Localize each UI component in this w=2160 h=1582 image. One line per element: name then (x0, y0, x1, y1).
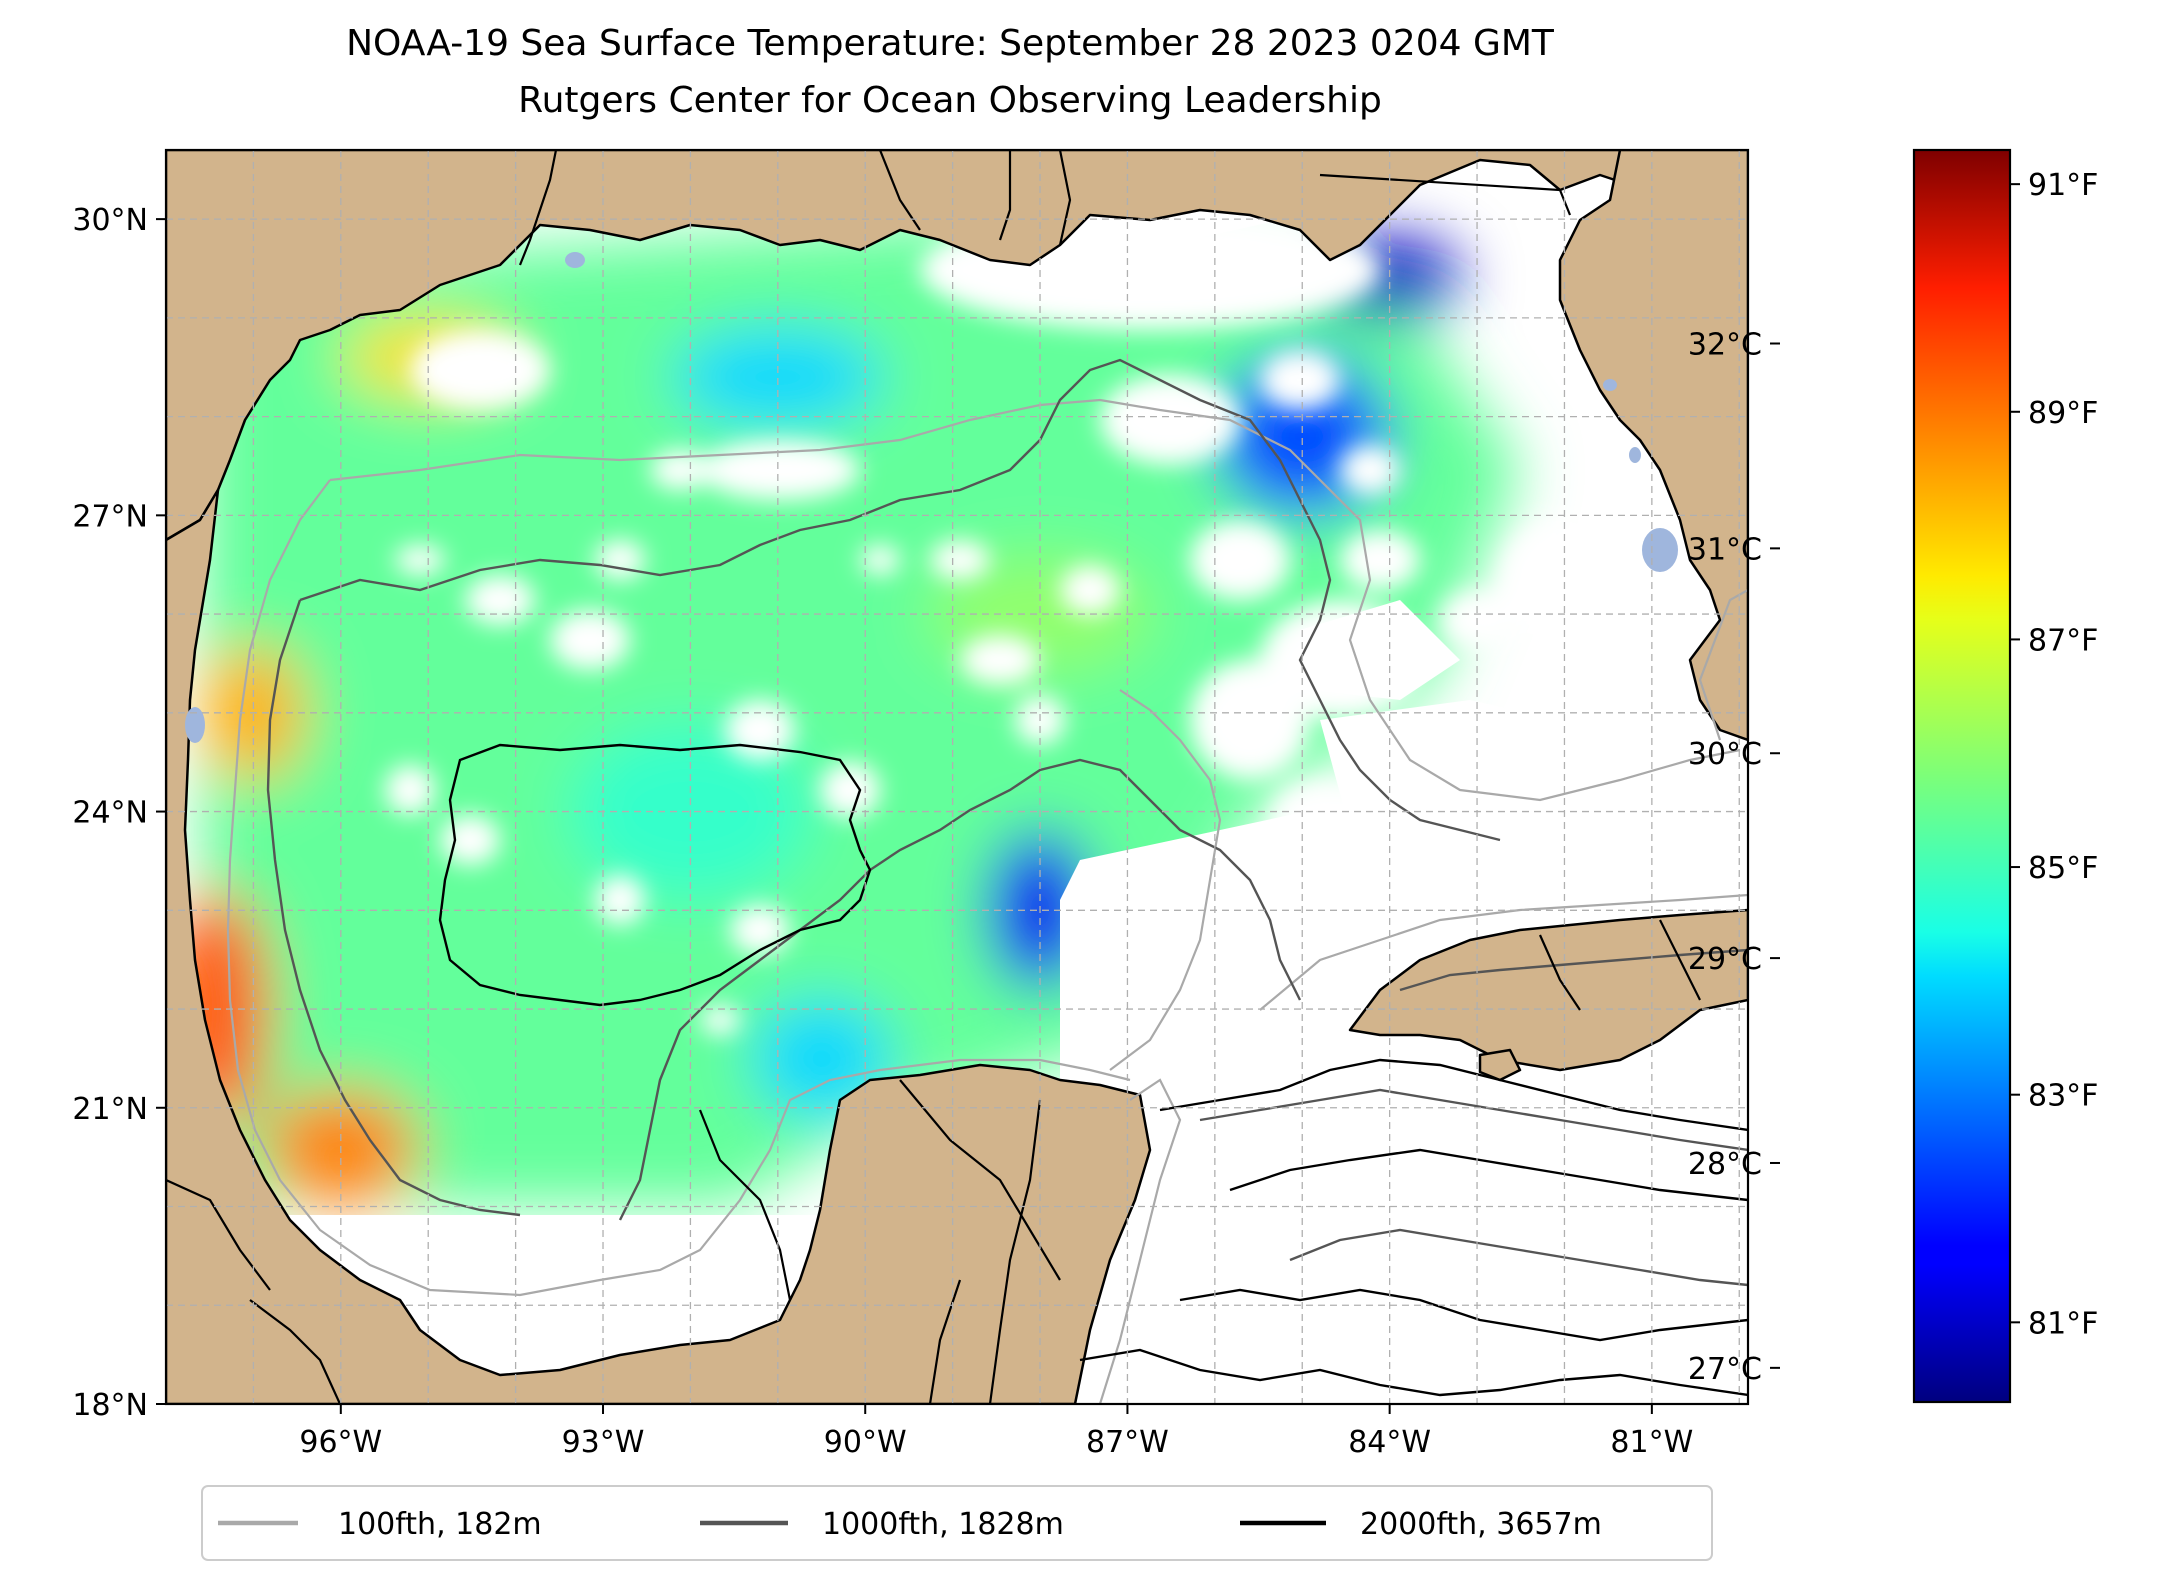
f-tick-label: 83°F (2028, 1079, 2098, 1114)
map-frame (164, 148, 1750, 1406)
c-tick-label: 29°C (1688, 942, 1762, 977)
lon-tick-label: 84°W (1348, 1425, 1431, 1460)
f-tick-label: 85°F (2028, 851, 2098, 886)
land-cuba (1348, 908, 1748, 1072)
lat-tick-label: 18°N (72, 1388, 148, 1423)
lat-tick-label: 21°N (72, 1092, 148, 1127)
c-tick-label: 27°C (1688, 1352, 1762, 1387)
land-us-north (166, 150, 1748, 542)
map-subtitle: Rutgers Center for Ocean Observing Leade… (518, 80, 1382, 121)
lat-tick-label: 27°N (72, 499, 148, 534)
f-tick-label: 91°F (2028, 168, 2098, 203)
graticule (166, 150, 1748, 1404)
map-panel (166, 150, 1748, 1404)
land-texas-mexico-west (166, 488, 1152, 1404)
map-title: NOAA-19 Sea Surface Temperature: Septemb… (346, 23, 1555, 64)
lat-tick-label: 24°N (72, 796, 148, 831)
f-tick-label: 89°F (2028, 396, 2098, 431)
lon-tick-label: 90°W (824, 1425, 907, 1460)
sst-base (200, 219, 1521, 1207)
c-tick-label: 28°C (1688, 1147, 1762, 1182)
legend-label-2000fth: 2000fth, 3657m (1360, 1507, 1602, 1542)
c-tick-label: 32°C (1688, 327, 1762, 362)
land (166, 150, 1748, 1404)
bathymetry-1000fth (266, 358, 1748, 1287)
c-tick-label: 31°C (1688, 532, 1762, 567)
lat-tick-label: 30°N (72, 203, 148, 238)
sst-field (166, 219, 1521, 1207)
legend-item-2000fth: 2000fth, 3657m (1240, 1507, 1602, 1542)
latitude-axis: 30°N 27°N 24°N 21°N 18°N (72, 203, 166, 1423)
legend-label-100fth: 100fth, 182m (338, 1507, 542, 1542)
land-isla-juventud (1478, 1048, 1522, 1082)
legend-item-1000fth: 1000fth, 1828m (700, 1507, 1064, 1542)
legend-label-1000fth: 1000fth, 1828m (822, 1507, 1064, 1542)
contour-legend: 100fth, 182m 1000fth, 1828m 2000fth, 365… (201, 1485, 1713, 1561)
lon-tick-label: 87°W (1086, 1425, 1169, 1460)
c-tick-label: 30°C (1688, 737, 1762, 772)
fahrenheit-axis: 91°F 89°F 87°F 85°F 83°F 81°F (2010, 168, 2098, 1341)
legend-item-100fth: 100fth, 182m (218, 1507, 542, 1542)
colorbar-gradient (1912, 148, 2012, 1404)
celsius-axis: 32°C 31°C 30°C 29°C 28°C 27°C (1688, 327, 1780, 1387)
legend-box (201, 1485, 1713, 1561)
bathymetry-2000fth (438, 743, 1748, 1397)
f-tick-label: 81°F (2028, 1306, 2098, 1341)
lon-tick-label: 96°W (299, 1425, 382, 1460)
sst-patch (672, 327, 883, 427)
f-tick-label: 87°F (2028, 623, 2098, 658)
land-florida (1558, 150, 1748, 742)
longitude-axis: 96°W 93°W 90°W 87°W 84°W 81°W (299, 1404, 1693, 1460)
lon-tick-label: 93°W (562, 1425, 645, 1460)
colorbar: 91°F 89°F 87°F 85°F 83°F 81°F (1912, 148, 2098, 1404)
lon-tick-label: 81°W (1610, 1425, 1693, 1460)
inland-water (185, 252, 1678, 743)
